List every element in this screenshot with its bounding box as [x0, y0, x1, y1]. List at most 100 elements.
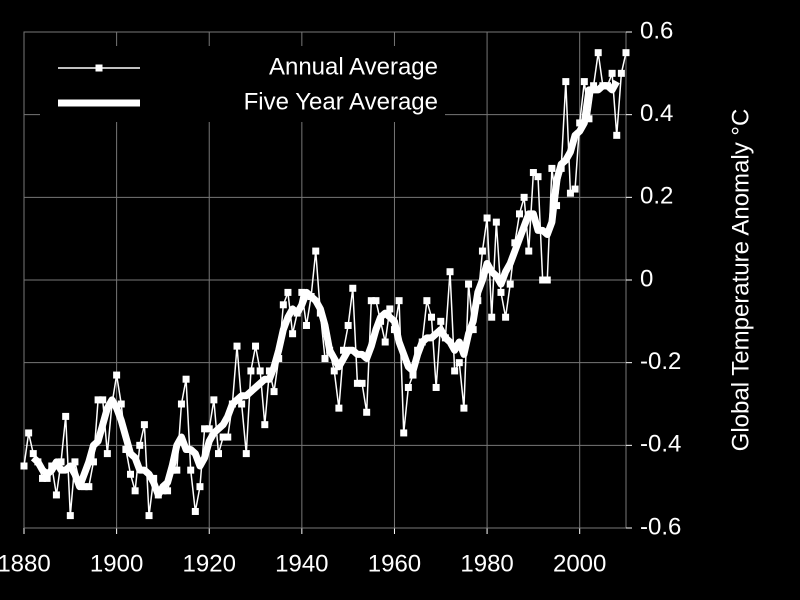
y-tick-label: 0.4 — [640, 100, 673, 127]
data-point — [293, 309, 301, 317]
data-point — [617, 69, 625, 77]
legend-box — [40, 46, 445, 122]
data-point — [39, 474, 47, 482]
data-point — [608, 69, 616, 77]
data-point — [566, 189, 574, 197]
data-point — [488, 313, 496, 321]
data-point — [353, 379, 361, 387]
data-point — [372, 297, 380, 305]
data-point — [187, 466, 195, 474]
y-tick-label: 0.6 — [640, 17, 673, 44]
x-tick-label: 2000 — [553, 550, 606, 577]
x-tick-label: 1960 — [368, 550, 421, 577]
data-point — [108, 400, 116, 408]
data-point — [289, 330, 297, 338]
data-point — [599, 82, 607, 90]
data-point — [622, 49, 630, 57]
data-point — [506, 280, 514, 288]
data-point — [483, 214, 491, 222]
data-point — [428, 313, 436, 321]
data-point — [455, 359, 463, 367]
data-point — [34, 458, 42, 466]
data-point — [173, 466, 181, 474]
data-point — [43, 474, 51, 482]
data-point — [502, 313, 510, 321]
data-point — [252, 342, 260, 350]
data-point — [590, 82, 598, 90]
data-point — [580, 78, 588, 86]
x-tick-label: 1880 — [0, 550, 51, 577]
data-point — [94, 396, 102, 404]
data-point — [275, 355, 283, 363]
x-tick-label: 1940 — [275, 550, 328, 577]
data-point — [247, 367, 255, 375]
data-point — [298, 288, 306, 296]
data-point — [214, 450, 222, 458]
data-point — [441, 334, 449, 342]
data-point — [571, 185, 579, 193]
data-point — [131, 487, 139, 495]
data-point — [117, 400, 125, 408]
data-point — [182, 375, 190, 383]
data-point — [340, 346, 348, 354]
legend-marker — [95, 64, 103, 72]
data-point — [576, 119, 584, 127]
data-point — [279, 301, 287, 309]
data-point — [529, 169, 537, 177]
data-point — [446, 268, 454, 276]
data-point — [159, 487, 167, 495]
legend-label: Five Year Average — [244, 88, 438, 115]
data-point — [256, 367, 264, 375]
data-point — [400, 429, 408, 437]
data-point — [233, 342, 241, 350]
data-point — [525, 247, 533, 255]
data-point — [224, 433, 232, 441]
data-point — [511, 239, 519, 247]
data-point — [418, 338, 426, 346]
data-point — [390, 326, 398, 334]
data-point — [66, 512, 74, 520]
series-line — [30, 79, 620, 499]
data-point — [386, 305, 394, 313]
data-point — [29, 450, 37, 458]
data-point — [302, 321, 310, 329]
data-point — [557, 164, 565, 172]
data-point — [140, 421, 148, 429]
data-point — [423, 297, 431, 305]
data-point — [196, 483, 204, 491]
data-point — [469, 326, 477, 334]
data-point — [562, 78, 570, 86]
data-point — [451, 367, 459, 375]
data-point — [409, 371, 417, 379]
data-point — [330, 367, 338, 375]
data-point — [414, 346, 422, 354]
data-point — [363, 408, 371, 416]
data-point — [261, 421, 269, 429]
y-tick-label: -0.6 — [640, 513, 681, 540]
data-point — [520, 193, 528, 201]
data-point — [465, 280, 473, 288]
y-axis-label: Global Temperature Anomaly °C — [727, 109, 754, 452]
data-point — [122, 445, 130, 453]
data-point — [585, 115, 593, 123]
data-point — [594, 49, 602, 57]
data-point — [404, 383, 412, 391]
y-tick-label: -0.2 — [640, 348, 681, 375]
y-tick-label: -0.4 — [640, 431, 681, 458]
legend: Annual Average Five Year Average — [40, 46, 445, 122]
data-point — [553, 202, 561, 210]
data-point — [177, 400, 185, 408]
data-point — [432, 383, 440, 391]
data-point — [228, 400, 236, 408]
data-point — [460, 404, 468, 412]
x-tick-label: 1920 — [183, 550, 236, 577]
data-point — [52, 491, 60, 499]
data-point — [219, 433, 227, 441]
data-point — [71, 458, 79, 466]
data-point — [150, 474, 158, 482]
data-point — [307, 293, 315, 301]
data-point — [201, 425, 209, 433]
data-point — [321, 355, 329, 363]
